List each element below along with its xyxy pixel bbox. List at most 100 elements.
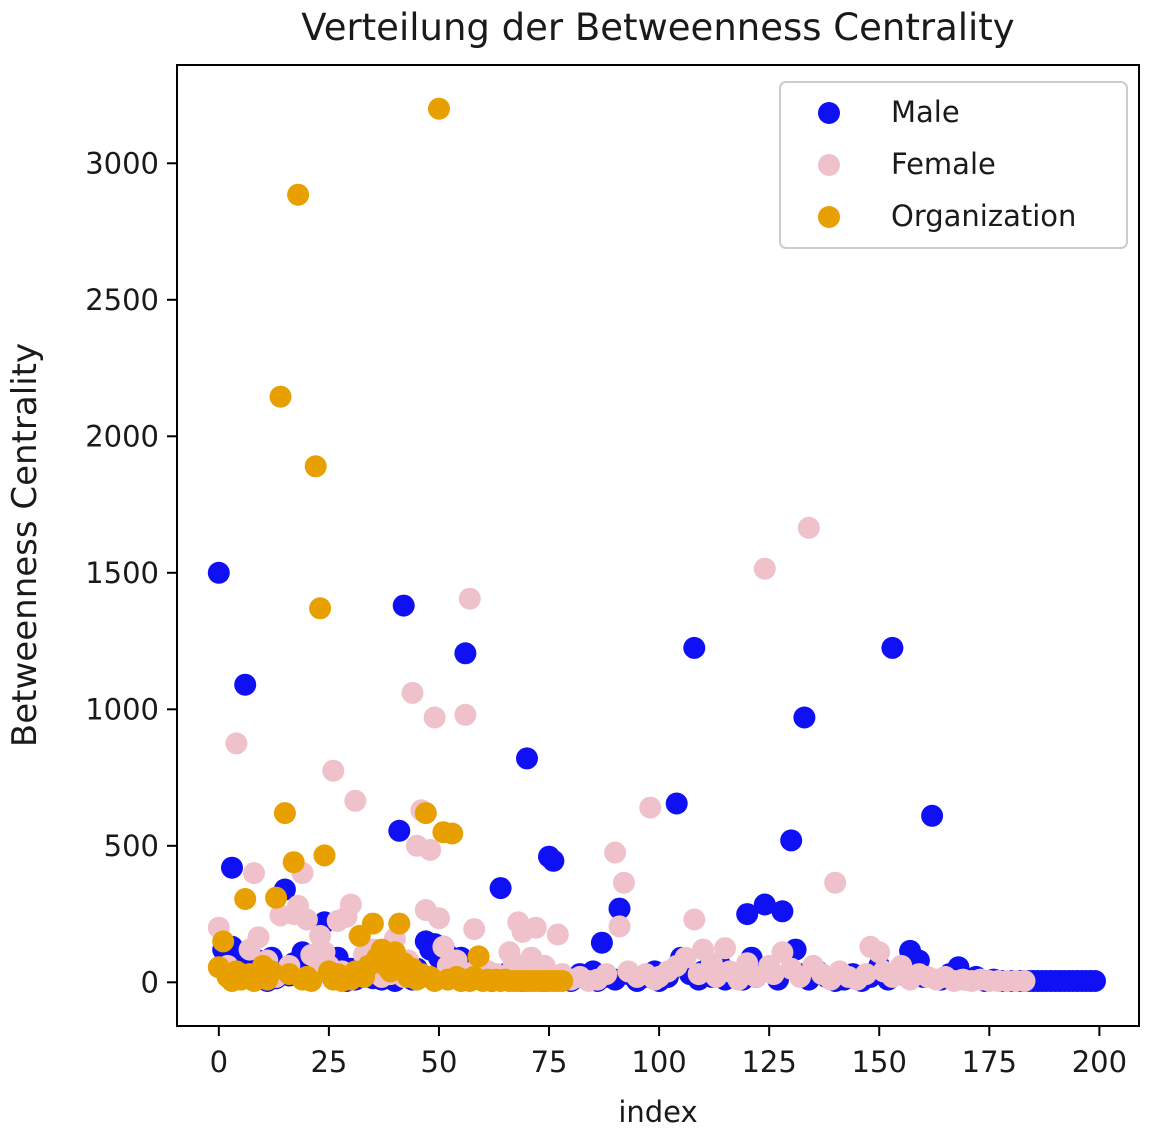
y-tick-label: 2000 [85, 419, 159, 453]
point-female-69 [546, 923, 569, 946]
point-female-82 [639, 796, 662, 819]
point-female-50 [454, 703, 477, 726]
point-female-42 [419, 838, 442, 861]
point-female-52 [463, 918, 486, 941]
plot-frame [176, 64, 1140, 1027]
point-organization-78 [551, 970, 574, 992]
point-organization-18 [287, 183, 310, 206]
point-female-93 [714, 937, 737, 960]
point-organization-59 [467, 945, 490, 968]
x-tick-label: 150 [852, 1045, 907, 1079]
point-male-83 [608, 897, 631, 920]
point-female-45 [432, 935, 455, 958]
legend: Male Female Organization [779, 81, 1128, 249]
point-organization-35 [361, 912, 384, 935]
point-male-38 [388, 819, 411, 842]
y-tick-label: 1000 [85, 692, 159, 726]
point-organization-47 [414, 802, 437, 825]
point-organization-14 [269, 385, 292, 408]
point-male-111 [793, 706, 816, 729]
point-female-87 [674, 946, 697, 969]
point-male-90 [665, 792, 688, 815]
x-tick-label: 0 [210, 1045, 228, 1079]
y-tick-label: 2500 [85, 283, 159, 317]
point-female-131 [1013, 970, 1036, 992]
point-male-66 [516, 747, 538, 770]
point-female-104 [797, 516, 820, 539]
point-male-122 [881, 636, 904, 659]
point-male-72 [542, 849, 565, 872]
points-layer [207, 97, 1106, 992]
point-organization-22 [304, 455, 327, 478]
point-female-43 [423, 706, 446, 729]
x-tick-label: 200 [1072, 1045, 1127, 1079]
point-organization-21 [300, 970, 323, 992]
point-organization-24 [313, 844, 336, 867]
x-axis-label: index [618, 1095, 697, 1129]
point-organization-6 [234, 888, 257, 910]
legend-box [779, 81, 1128, 249]
point-organization-13 [265, 886, 288, 909]
point-male-39 [392, 594, 415, 617]
x-tick-label: 50 [421, 1045, 458, 1079]
point-male-127 [921, 804, 944, 827]
point-organization-23 [309, 597, 332, 620]
point-female-88 [683, 908, 706, 931]
legend-marker-female [818, 154, 840, 176]
point-female-38 [401, 681, 424, 704]
point-female-114 [868, 941, 891, 964]
x-tick-label: 125 [741, 1045, 796, 1079]
point-organization-17 [282, 851, 305, 874]
point-male-60 [489, 877, 512, 900]
point-male-101 [736, 903, 759, 926]
point-organization-12 [260, 960, 283, 983]
point-female-95 [727, 968, 750, 991]
point-female-76 [604, 841, 627, 864]
point-female-65 [524, 916, 547, 939]
point-female-101 [771, 941, 794, 964]
point-organization-1 [212, 930, 235, 953]
point-female-44 [428, 907, 450, 930]
point-male-6 [234, 673, 257, 696]
legend-marker-male [818, 102, 840, 124]
x-tick-label: 25 [310, 1045, 347, 1079]
y-tick-label: 0 [141, 965, 159, 999]
chart-title: Verteilung der Betweenness Centrality [301, 6, 1014, 49]
point-male-107 [771, 900, 794, 923]
y-tick-label: 500 [104, 829, 159, 863]
legend-marker-organization [818, 206, 840, 228]
point-male-108 [780, 829, 803, 852]
point-female-108 [824, 871, 847, 894]
point-male-80 [590, 931, 613, 954]
x-tick-label: 75 [531, 1045, 568, 1079]
x-axis: 0 25 50 75 100 125 150 175 200 [210, 1026, 1127, 1079]
point-male-52 [454, 642, 477, 665]
point-male-154 [1084, 970, 1106, 992]
point-female-51 [458, 587, 481, 610]
point-female-77 [608, 915, 631, 938]
point-female-14 [295, 908, 318, 931]
point-female-112 [855, 963, 877, 986]
legend-label-male: Male [891, 95, 960, 129]
x-tick-label: 175 [962, 1045, 1017, 1079]
point-male-0 [207, 561, 230, 584]
point-female-2 [225, 732, 248, 755]
y-tick-label: 1500 [85, 556, 159, 590]
point-female-24 [339, 893, 362, 916]
y-axis-label: Betweenness Centrality [5, 343, 45, 747]
point-male-3 [221, 856, 243, 879]
point-female-98 [753, 557, 776, 580]
point-male-104 [753, 893, 776, 916]
point-male-93 [683, 636, 706, 659]
y-axis: 0 500 1000 1500 2000 2500 3000 [85, 146, 177, 999]
point-female-78 [612, 871, 635, 894]
point-female-5 [243, 862, 265, 885]
point-organization-15 [273, 802, 296, 825]
point-female-100 [762, 963, 785, 986]
y-tick-label: 3000 [85, 146, 159, 180]
point-female-75 [595, 963, 618, 986]
legend-label-organization: Organization [891, 199, 1076, 233]
point-female-20 [322, 759, 345, 782]
legend-label-female: Female [891, 147, 996, 181]
